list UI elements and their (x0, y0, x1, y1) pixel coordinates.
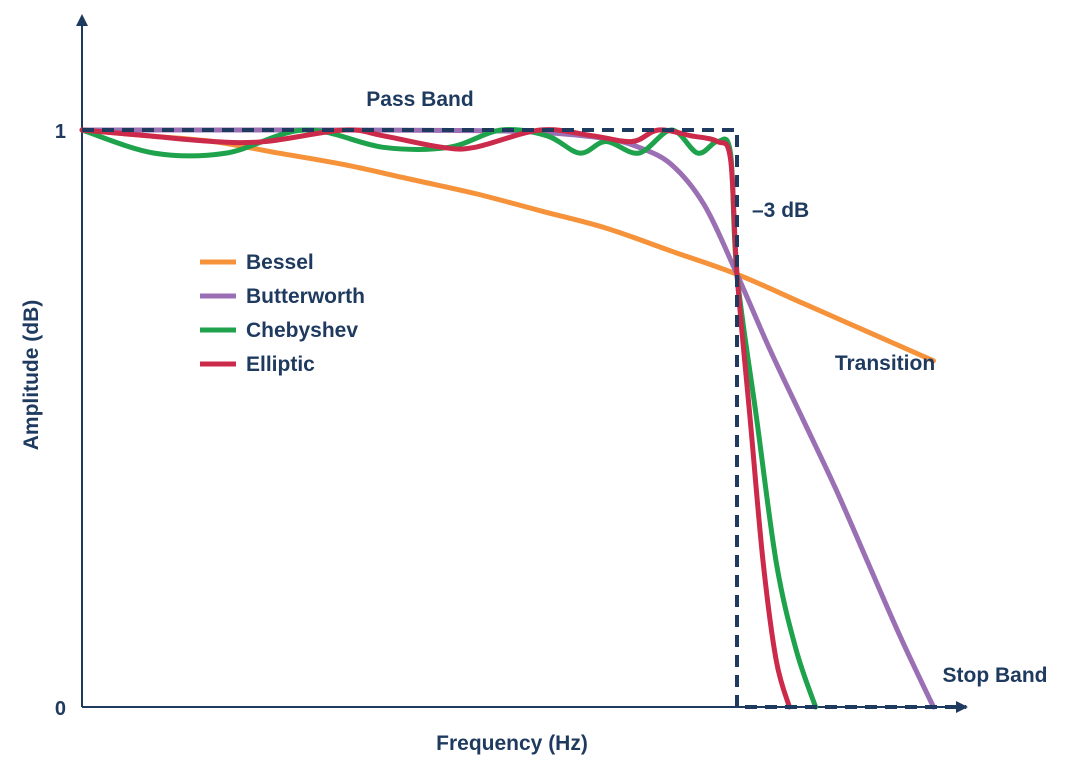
series-line-elliptic (79, 127, 792, 710)
series-line-bessel (79, 127, 936, 364)
annotation-stop-band: Stop Band (943, 664, 1048, 687)
y-tick-label-0: 0 (55, 698, 66, 720)
ideal-response-line (82, 128, 967, 709)
annotation-minus-3db: –3 dB (752, 199, 809, 222)
legend-label-elliptic: Elliptic (246, 353, 315, 376)
x-axis-title: Frequency (Hz) (436, 732, 588, 755)
y-tick-label-1: 1 (55, 121, 66, 143)
legend-label-chebyshev: Chebyshev (246, 319, 358, 342)
legend-label-bessel: Bessel (246, 251, 314, 274)
legend-label-butterworth: Butterworth (246, 285, 365, 308)
annotation-transition: Transition (835, 352, 935, 375)
legend: Bessel Butterworth Chebyshev Elliptic (200, 251, 365, 376)
annotation-pass-band: Pass Band (366, 88, 473, 111)
y-axis-title: Amplitude (dB) (20, 300, 43, 450)
series-line-chebyshev (79, 127, 819, 710)
